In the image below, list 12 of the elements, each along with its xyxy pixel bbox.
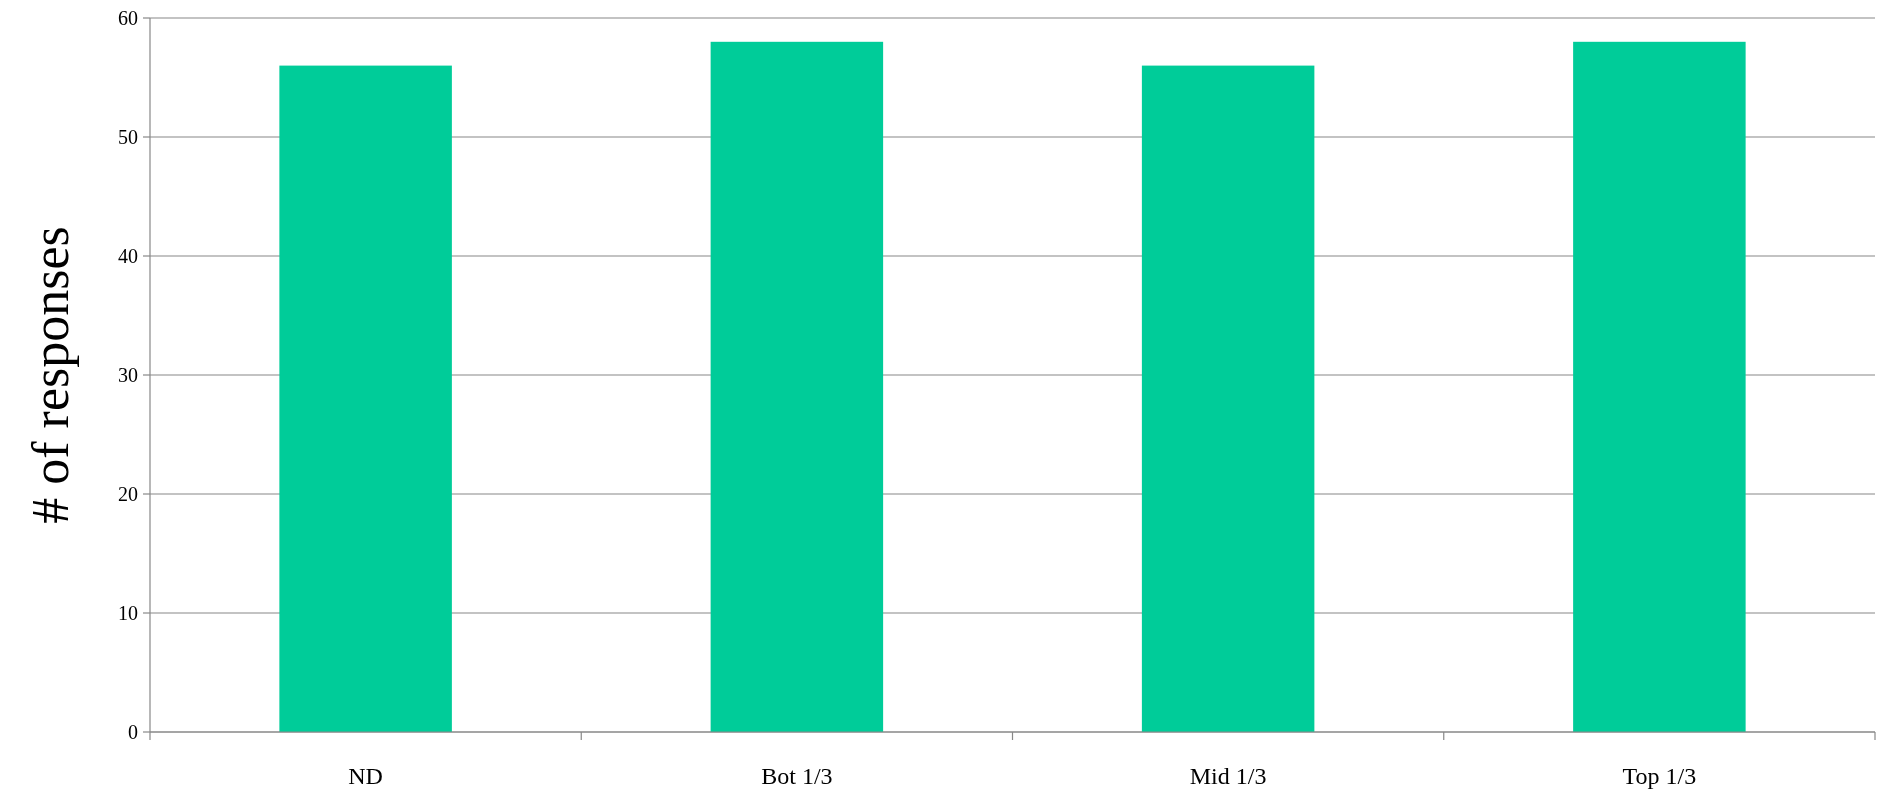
y-tick-label: 60 (118, 7, 138, 29)
x-tick-label: Top 1/3 (1622, 763, 1697, 789)
x-tick-label: Bot 1/3 (761, 763, 833, 789)
y-tick-label: 30 (118, 364, 138, 386)
x-tick-label: ND (348, 763, 383, 789)
y-tick-label: 0 (128, 721, 138, 743)
y-tick-label: 40 (118, 245, 138, 267)
y-tick-label: 20 (118, 483, 138, 505)
x-tick-label: Mid 1/3 (1189, 763, 1267, 789)
y-tick-label: 10 (118, 602, 138, 624)
y-axis-title: # of responses (22, 226, 79, 524)
y-tick-label: 50 (118, 126, 138, 148)
